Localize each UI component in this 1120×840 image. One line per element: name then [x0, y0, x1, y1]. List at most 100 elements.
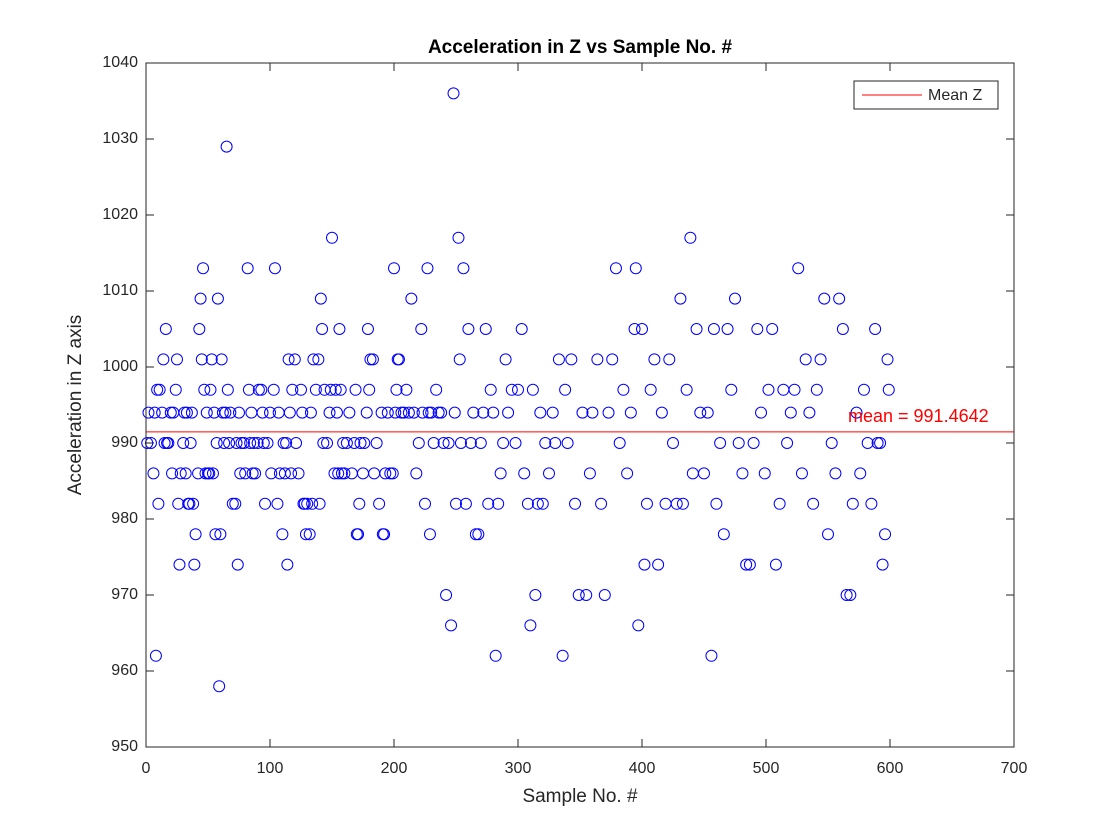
point	[187, 497, 200, 510]
point	[397, 406, 410, 419]
point	[609, 262, 622, 275]
x-tick-label: 700	[1001, 760, 1028, 777]
point	[188, 558, 201, 571]
point	[276, 528, 289, 541]
point	[200, 406, 213, 419]
point	[769, 558, 782, 571]
point	[216, 406, 229, 419]
point	[497, 437, 510, 449]
point	[663, 353, 676, 366]
point	[482, 497, 495, 510]
point	[142, 406, 155, 419]
point	[177, 437, 190, 449]
point	[151, 383, 164, 396]
point	[512, 383, 524, 396]
point	[277, 437, 290, 449]
point	[464, 437, 477, 449]
point	[313, 497, 326, 510]
point	[354, 437, 367, 449]
point	[674, 292, 687, 305]
point	[197, 262, 210, 275]
point	[219, 406, 232, 419]
point	[215, 353, 228, 366]
point	[199, 467, 212, 480]
point	[324, 383, 337, 396]
point	[358, 437, 371, 449]
point	[467, 406, 480, 419]
point	[419, 497, 431, 510]
point	[556, 649, 569, 662]
point	[617, 383, 630, 396]
axes-box	[145, 62, 1015, 748]
point	[379, 467, 392, 480]
legend: Mean Z	[853, 80, 999, 110]
point	[278, 467, 291, 480]
point	[334, 383, 347, 396]
point	[621, 467, 634, 480]
point	[370, 437, 383, 449]
point	[667, 437, 679, 449]
point	[366, 353, 379, 366]
point	[707, 323, 720, 335]
point	[286, 383, 299, 396]
point	[472, 528, 485, 541]
x-tick-label: 0	[142, 760, 151, 777]
point	[721, 323, 734, 335]
point	[321, 437, 334, 449]
point	[282, 353, 295, 366]
point	[317, 437, 330, 449]
point	[871, 437, 884, 449]
y-tick-label: 990	[111, 434, 138, 451]
point	[437, 437, 450, 449]
point	[717, 528, 730, 541]
point	[189, 528, 202, 541]
point	[529, 589, 542, 601]
point	[518, 467, 531, 480]
point	[543, 467, 555, 480]
point	[171, 353, 183, 366]
point	[205, 353, 218, 366]
point	[267, 383, 280, 396]
point	[312, 353, 325, 366]
point	[524, 619, 537, 632]
point	[499, 353, 512, 366]
point	[180, 406, 193, 419]
point	[352, 528, 365, 541]
point	[861, 437, 874, 449]
point	[766, 323, 779, 335]
point	[879, 528, 892, 541]
point	[606, 353, 619, 366]
point	[638, 558, 651, 571]
point	[326, 231, 338, 244]
point	[840, 589, 853, 601]
point	[559, 383, 572, 396]
point	[670, 497, 683, 510]
point	[148, 406, 161, 419]
point	[412, 437, 425, 449]
x-axis-label: Sample No. #	[522, 786, 638, 807]
point	[164, 406, 177, 419]
point	[395, 406, 408, 419]
point	[484, 383, 497, 396]
point	[705, 649, 718, 662]
y-tick-label: 950	[111, 738, 138, 755]
y-tick-label: 1010	[102, 282, 138, 299]
point	[762, 383, 775, 396]
point	[569, 497, 582, 510]
point	[256, 406, 269, 419]
point	[536, 497, 549, 510]
point	[218, 437, 231, 449]
point	[251, 437, 264, 449]
point	[440, 589, 453, 601]
y-tick-label: 1040	[102, 54, 138, 71]
point	[378, 528, 391, 541]
point	[252, 383, 265, 396]
point	[636, 323, 648, 335]
point	[586, 406, 599, 419]
point	[565, 353, 578, 366]
point	[580, 589, 593, 601]
point	[474, 437, 487, 449]
point	[265, 467, 278, 480]
point	[539, 437, 552, 449]
